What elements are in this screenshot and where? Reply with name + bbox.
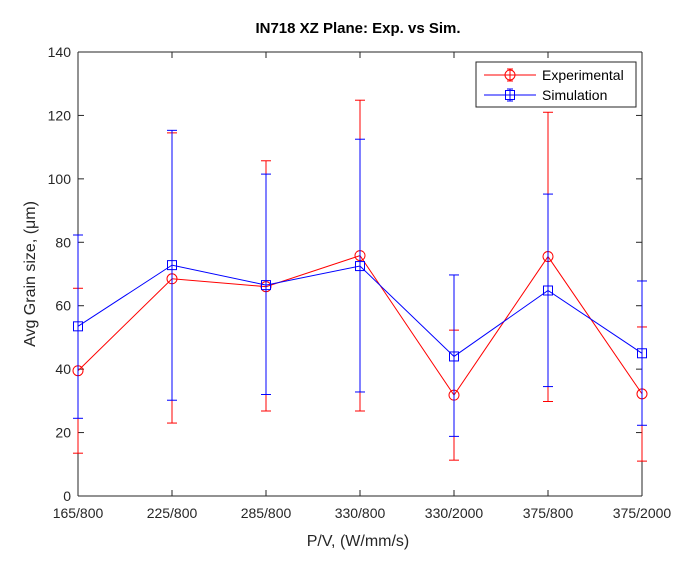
y-tick-label: 120	[48, 107, 72, 123]
x-tick-label: 330/800	[335, 505, 386, 521]
legend-marker	[505, 90, 515, 100]
legend-box	[475, 61, 637, 108]
y-tick-label: 0	[63, 488, 71, 504]
data-point	[637, 348, 647, 359]
y-tick-label: 20	[55, 425, 71, 441]
x-axis-label: P/V, (W/mm/s)	[307, 533, 410, 550]
y-tick-label: 140	[48, 44, 72, 60]
x-tick-label: 285/800	[241, 505, 292, 521]
y-tick-label: 80	[55, 234, 71, 250]
data-point	[261, 280, 271, 291]
legend-label: Experimental	[542, 67, 624, 83]
legend-label: Simulation	[542, 87, 607, 103]
data-point	[449, 351, 459, 362]
legend-marker	[504, 69, 516, 81]
x-tick-label: 330/2000	[425, 505, 484, 521]
data-point	[73, 321, 83, 332]
y-tick-label: 100	[48, 171, 72, 187]
series-simulation	[73, 129, 647, 437]
legend: Experimental Simulation	[475, 61, 637, 108]
y-tick-label: 60	[55, 298, 71, 314]
x-tick-label: 375/2000	[613, 505, 672, 521]
x-tick-label: 225/800	[147, 505, 198, 521]
data-point	[355, 261, 365, 272]
x-tick-label: 165/800	[53, 505, 104, 521]
chart-title: IN718 XZ Plane: Exp. vs Sim.	[255, 20, 460, 37]
series-layer	[72, 99, 648, 462]
axes: 0 20 40 60 80 100 120 140 165/800 225/800 285/800 3…	[48, 44, 672, 521]
y-axis-label: Avg Grain size, (μm)	[22, 201, 39, 347]
x-tick-label: 375/800	[523, 505, 574, 521]
y-tick-label: 40	[55, 361, 71, 377]
data-point	[543, 285, 553, 296]
data-point	[167, 260, 177, 271]
